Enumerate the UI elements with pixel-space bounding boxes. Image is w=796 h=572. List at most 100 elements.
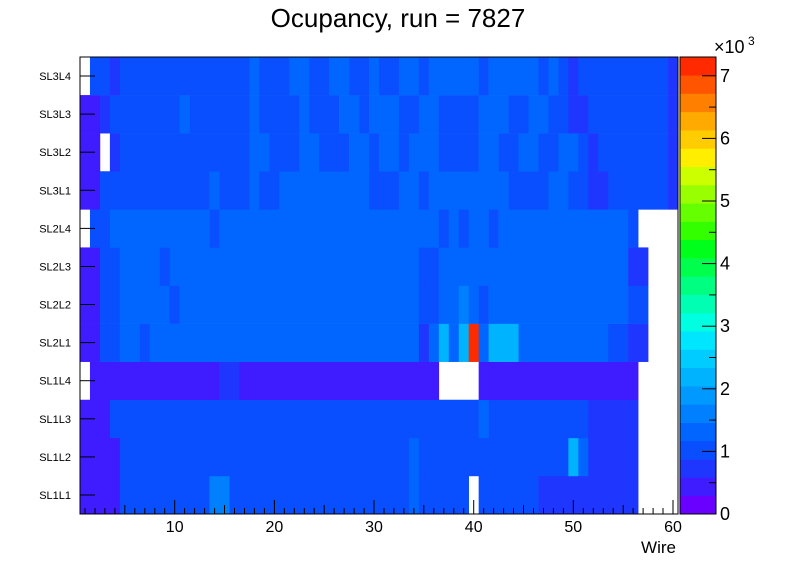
color-scale-band — [680, 221, 716, 241]
heatmap-cell — [408, 475, 420, 515]
color-scale-band — [680, 331, 716, 350]
z-tick-label: 7 — [720, 66, 730, 86]
heatmap-cell — [578, 133, 589, 172]
heatmap-cell — [329, 57, 350, 96]
heatmap-cell — [428, 57, 479, 96]
heatmap-cell — [538, 57, 549, 96]
heatmap-cell — [418, 475, 469, 515]
color-scale-band — [680, 111, 716, 131]
heatmap-cell — [89, 209, 111, 248]
heatmap-cell — [518, 133, 539, 172]
heatmap-cell — [379, 133, 400, 172]
z-tick-label: 5 — [720, 191, 730, 211]
color-scale-band — [680, 404, 716, 423]
color-scale-band — [680, 57, 716, 76]
heatmap-cell — [99, 323, 121, 362]
color-scale-band — [680, 477, 716, 497]
heatmap-cell — [668, 171, 679, 210]
heatmap-cell — [558, 57, 569, 96]
heatmap-cell — [209, 171, 220, 210]
heatmap-cell — [219, 209, 440, 248]
heatmap-cell — [398, 95, 420, 134]
color-scale-band — [680, 276, 716, 295]
y-tick-label: SL2L3 — [39, 262, 71, 274]
heatmap-cell — [668, 95, 679, 134]
color-scale-band — [680, 148, 716, 167]
heatmap-cell — [438, 323, 450, 362]
heatmap-cell — [408, 437, 420, 477]
heatmap-cell — [119, 247, 161, 286]
heatmap-cell — [628, 285, 649, 324]
x-tick-label: 10 — [166, 519, 184, 536]
heatmap-cell — [428, 171, 509, 210]
heatmap-cell — [369, 133, 380, 172]
heatmap-cell — [249, 133, 270, 172]
heatmap-cell — [498, 209, 629, 248]
z-tick-label: 1 — [720, 441, 730, 461]
heatmap-cell — [448, 209, 460, 248]
heatmap-cell — [359, 95, 370, 134]
x-axis-label: Wire — [641, 538, 676, 557]
heatmap-cell — [259, 95, 300, 134]
z-multiplier-exponent: 3 — [748, 34, 755, 48]
heatmap-cell — [209, 209, 220, 248]
heatmap-cell — [588, 399, 609, 439]
heatmap-cell — [458, 209, 469, 248]
z-multiplier: ×10 — [714, 37, 745, 57]
heatmap-cell — [189, 95, 250, 134]
heatmap-cell — [279, 171, 370, 210]
z-tick-label: 2 — [720, 379, 730, 399]
heatmap-cell — [628, 323, 649, 362]
heatmap-cell — [608, 171, 669, 210]
heatmap-cell — [578, 57, 669, 96]
heatmap-cell — [408, 133, 440, 172]
heatmap-cell — [418, 247, 440, 286]
heatmap-cell — [169, 285, 180, 324]
y-tick-label: SL1L4 — [39, 376, 71, 388]
color-scale-band — [680, 166, 716, 186]
heatmap-cell — [668, 57, 679, 96]
heatmap-cell — [299, 95, 310, 134]
y-tick-label: SL3L3 — [39, 109, 71, 121]
color-scale-band — [680, 422, 716, 442]
heatmap-cell — [438, 247, 629, 286]
heatmap-cell — [219, 171, 250, 210]
heatmap-cell — [478, 361, 639, 401]
heatmap-cell — [398, 57, 420, 96]
heatmap-cell — [109, 133, 121, 172]
color-scale-band — [680, 349, 716, 369]
heatmap-cell — [488, 209, 499, 248]
heatmap-cell — [249, 57, 260, 96]
heatmap-cells — [80, 57, 679, 515]
heatmap-cell — [488, 57, 539, 96]
color-scale-band — [680, 440, 716, 460]
heatmap-cell — [478, 133, 499, 172]
heatmap-cell — [99, 95, 111, 134]
heatmap-cell — [109, 399, 479, 439]
heatmap-cell — [89, 361, 220, 401]
heatmap-cell — [608, 399, 639, 439]
heatmap-cell — [179, 95, 190, 134]
heatmap-cell — [438, 95, 479, 134]
heatmap-cell — [568, 437, 579, 477]
heatmap-cell — [498, 133, 519, 172]
heatmap-cell — [249, 95, 260, 134]
heatmap-cell — [119, 285, 170, 324]
heatmap-cell — [548, 57, 559, 96]
heatmap-cell — [518, 323, 609, 362]
heatmap-cell — [159, 247, 170, 286]
heatmap-cell — [139, 323, 151, 362]
heatmap-cell — [478, 323, 489, 362]
heatmap-cell — [568, 95, 589, 134]
heatmap-cell — [578, 437, 589, 477]
heatmap-cell — [668, 133, 679, 172]
heatmap-cell — [119, 475, 210, 515]
heatmap-cell — [478, 399, 489, 439]
heatmap-cell — [209, 475, 230, 515]
heatmap-cell — [608, 323, 629, 362]
heatmap-cell — [418, 171, 430, 210]
heatmap-cell — [528, 95, 549, 134]
color-scale-band — [680, 93, 716, 113]
